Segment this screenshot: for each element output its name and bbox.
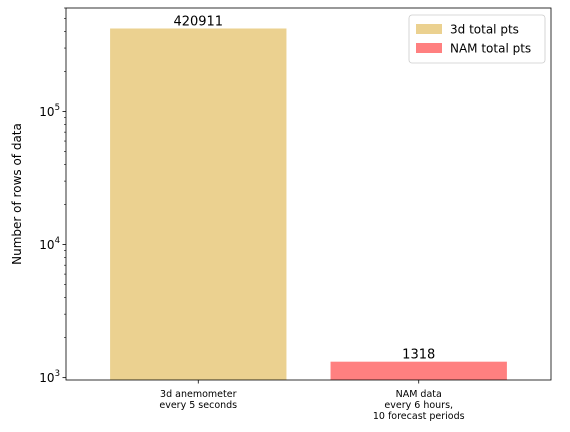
plot-frame (65, 7, 552, 381)
y-tick-label-3: 105 (39, 103, 60, 119)
bar-value-label-2: 1318 (402, 348, 435, 363)
bar-1 (110, 28, 287, 381)
legend-box (408, 14, 546, 64)
legend-label-1: 3d total pts (450, 23, 519, 37)
bar-value-label-1: 420911 (173, 14, 223, 29)
y-axis-label: Number of rows of data (10, 123, 24, 265)
legend-label-2: NAM total pts (450, 42, 531, 56)
legend-swatch-2 (416, 43, 442, 53)
x-tick-label-2: NAM data every 6 hours, 10 forecast period… (373, 389, 465, 422)
x-tick-label-1: 3d anemometer every 5 seconds (159, 389, 237, 411)
bars-group (110, 28, 507, 381)
y-tick-label-2: 104 (39, 236, 60, 252)
y-tick-label-1: 103 (39, 369, 60, 385)
y-major-ticks: 103 104 105 (39, 103, 66, 385)
legend: 3d total pts NAM total pts (408, 14, 546, 64)
bar-value-labels: 420911 1318 (173, 14, 435, 362)
bar-2 (330, 361, 507, 380)
x-axis-ticks: 3d anemometer every 5 seconds NAM data ever… (159, 380, 465, 422)
legend-swatch-1 (416, 24, 442, 34)
